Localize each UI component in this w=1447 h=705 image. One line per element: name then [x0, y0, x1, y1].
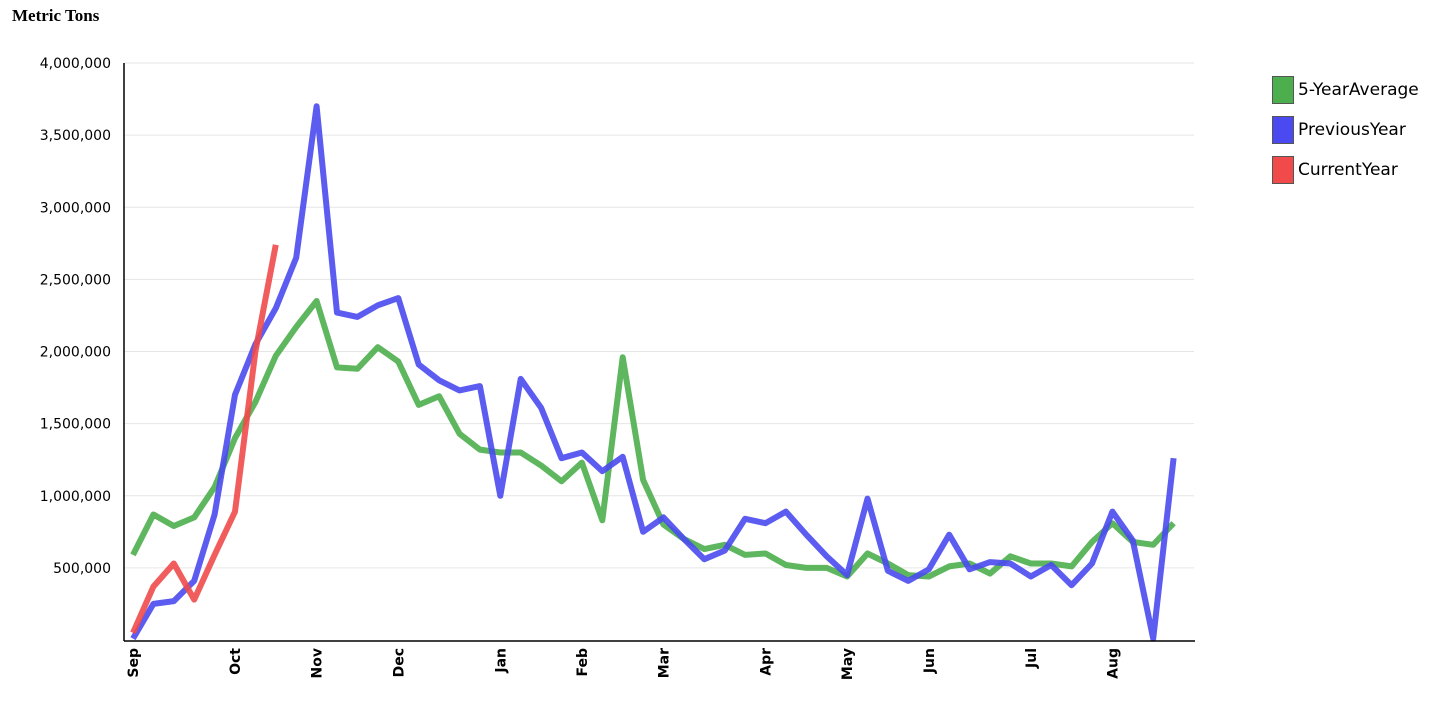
legend-label-previous-year: PreviousYear [1298, 120, 1406, 140]
x-tick-label: Jun [922, 648, 938, 674]
x-tick-label: Jul [1024, 648, 1040, 669]
legend-item-5-year-average[interactable]: 5-YearAverage [1272, 70, 1419, 110]
y-axis-unit-title: Metric Tons [12, 6, 100, 25]
y-tick-label: 4,000,000 [40, 56, 111, 72]
legend-label-current-year: CurrentYear [1298, 160, 1398, 180]
y-tick-label: 3,000,000 [40, 200, 111, 216]
y-tick-label: 2,000,000 [40, 345, 111, 361]
x-tick-label: Sep [126, 648, 142, 678]
legend: 5-YearAverage PreviousYear CurrentYear [1272, 70, 1419, 190]
x-tick-label: Mar [657, 648, 673, 678]
x-tick-label: Jan [493, 648, 509, 674]
x-tick-label: Oct [228, 648, 244, 675]
series-lines [130, 103, 1177, 642]
legend-swatch-current-year [1272, 156, 1294, 184]
legend-item-current-year[interactable]: CurrentYear [1272, 150, 1419, 190]
legend-label-5-year-average: 5-YearAverage [1298, 80, 1419, 100]
legend-swatch-5-year-average [1272, 76, 1294, 104]
gridlines [124, 62, 1194, 569]
y-tick-label: 1,500,000 [40, 417, 111, 433]
x-tick-label: Feb [575, 648, 591, 677]
series-line-currentyear [130, 244, 279, 635]
legend-item-previous-year[interactable]: PreviousYear [1272, 110, 1419, 150]
y-tick-label: 3,500,000 [40, 128, 111, 144]
x-tick-label: Apr [759, 648, 775, 676]
y-tick-label: 1,000,000 [40, 489, 111, 505]
axes [123, 63, 1195, 642]
series-line-previousyear [130, 103, 1177, 642]
y-tick-label: 500,000 [53, 561, 111, 577]
y-tick-label: 2,500,000 [40, 272, 111, 288]
legend-swatch-previous-year [1272, 116, 1294, 144]
x-tick-label: Aug [1105, 648, 1121, 679]
y-tick-labels: 500,000 1,000,000 1,500,000 2,000,000 2,500,… [40, 56, 111, 577]
x-tick-label: May [840, 648, 856, 680]
x-tick-label: Dec [391, 648, 407, 677]
x-tick-labels: Sep Oct Nov Dec Jan Feb Mar Apr May Jun Jul Aug [126, 648, 1121, 680]
x-tick-label: Nov [310, 648, 326, 678]
series-line-5-yearaverage [130, 298, 1176, 580]
